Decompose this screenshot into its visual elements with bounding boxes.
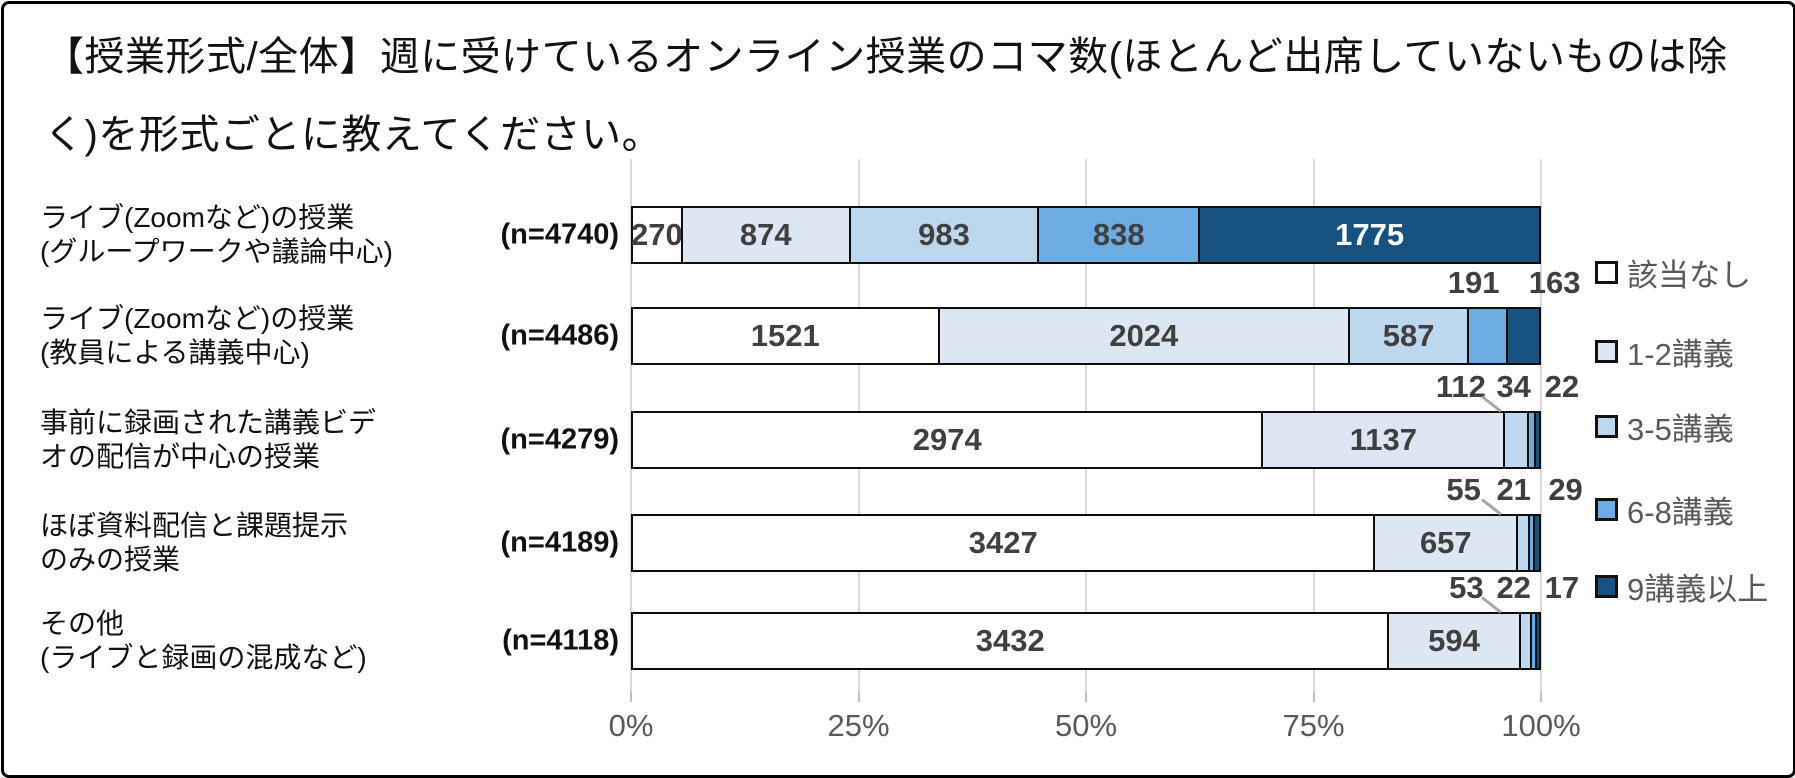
bar-segment-1-2講義: 2024 bbox=[937, 307, 1351, 365]
bar-segment-9講義以上: 1775 bbox=[1198, 206, 1541, 264]
category-label-line: ほぼ資料配信と課題提示 bbox=[40, 510, 349, 541]
above-value-label: 22 bbox=[1496, 570, 1531, 605]
chart-title: 【授業形式/全体】週に受けているオンライン授業のコマ数(ほとんど出席していないも… bbox=[44, 35, 1728, 157]
bar-segment-該当なし: 1521 bbox=[631, 307, 940, 365]
segment-value-label: 270 bbox=[631, 217, 683, 252]
above-value-label: 55 bbox=[1446, 472, 1481, 507]
legend-item: 3-5講義 bbox=[1595, 404, 1734, 449]
sample-size-label: (n=4118) bbox=[502, 624, 619, 657]
legend-item: 該当なし bbox=[1595, 250, 1751, 295]
gridline bbox=[1540, 159, 1542, 692]
sample-size-label: (n=4279) bbox=[500, 423, 619, 456]
segment-value-label: 2974 bbox=[912, 422, 982, 457]
segment-value-label: 838 bbox=[1092, 217, 1145, 252]
legend-item: 6-8講義 bbox=[1595, 487, 1734, 532]
legend-swatch bbox=[1595, 415, 1618, 438]
category-label-line: オの配信が中心の授業 bbox=[40, 441, 321, 472]
category-label: ライブ(Zoomなど)の授業 (教員による講義中心) bbox=[40, 302, 470, 370]
category-label-line: (グループワークや議論中心) bbox=[40, 236, 393, 267]
axis-tick bbox=[1540, 692, 1542, 702]
axis-tick bbox=[1085, 692, 1087, 702]
legend-label: 1-2講義 bbox=[1627, 337, 1734, 372]
bar-segment-1-2講義: 874 bbox=[680, 206, 851, 264]
bar-segment-1-2講義: 594 bbox=[1387, 612, 1521, 670]
above-value-label: 29 bbox=[1548, 472, 1583, 507]
axis-tick-label: 75% bbox=[1282, 708, 1345, 743]
segment-value-label: 657 bbox=[1419, 525, 1472, 560]
axis-tick-label: 100% bbox=[1501, 708, 1581, 743]
stacked-bar: 270 874 983 838 1775 bbox=[631, 206, 1541, 264]
above-value-label: 112 bbox=[1435, 369, 1486, 404]
segment-value-label: 1137 bbox=[1349, 422, 1417, 457]
legend-label: 9講義以上 bbox=[1627, 572, 1769, 607]
bar-segment-該当なし: 3427 bbox=[631, 514, 1376, 572]
category-label-line: その他 bbox=[40, 608, 125, 639]
axis-tick-label: 25% bbox=[827, 708, 890, 743]
bar-segment-9講義以上 bbox=[1534, 411, 1541, 469]
stacked-bar: 3427 657 bbox=[631, 514, 1541, 572]
plot-area: 0% 25% 50% 75% 100% ライブ(Zoomなど)の授業 (グループワークや議論… bbox=[4, 4, 1793, 775]
axis-tick-label: 0% bbox=[608, 708, 654, 743]
bar-segment-1-2講義: 1137 bbox=[1261, 411, 1506, 469]
bar-segment-6-8講義 bbox=[1467, 307, 1508, 365]
axis-tick-label: 50% bbox=[1054, 708, 1118, 743]
above-value-label: 53 bbox=[1449, 570, 1484, 605]
sample-size-label: (n=4740) bbox=[500, 218, 619, 251]
segment-value-label: 587 bbox=[1382, 318, 1435, 353]
bar-segment-3-5講義 bbox=[1503, 411, 1530, 469]
category-label-line: ライブ(Zoomなど)の授業 bbox=[40, 202, 355, 233]
above-value-label: 21 bbox=[1496, 472, 1531, 507]
above-value-label: 22 bbox=[1544, 369, 1580, 404]
segment-value-label: 3427 bbox=[968, 525, 1038, 560]
above-value-label: 163 bbox=[1528, 265, 1581, 300]
above-value-label: 191 bbox=[1447, 265, 1500, 300]
bar-segment-9講義以上 bbox=[1505, 307, 1541, 365]
legend-swatch bbox=[1595, 261, 1618, 284]
legend-swatch bbox=[1595, 498, 1618, 521]
category-label-line: ライブ(Zoomなど)の授業 bbox=[40, 303, 355, 334]
segment-value-label: 594 bbox=[1428, 623, 1480, 658]
legend-swatch bbox=[1595, 340, 1618, 363]
bar-segment-3-5講義: 587 bbox=[1348, 307, 1470, 365]
bar-segment-1-2講義: 657 bbox=[1373, 514, 1519, 572]
category-label: 事前に録画された講義ビデ オの配信が中心の授業 bbox=[40, 406, 470, 474]
bar-segment-9講義以上 bbox=[1535, 612, 1541, 670]
bar-segment-9講義以上 bbox=[1532, 514, 1541, 572]
legend-label: 6-8講義 bbox=[1627, 495, 1734, 530]
bar-segment-該当なし: 270 bbox=[631, 206, 683, 264]
above-value-label: 17 bbox=[1544, 570, 1580, 605]
category-label-line: のみの授業 bbox=[40, 544, 181, 575]
stacked-bar: 1521 2024 587 bbox=[631, 307, 1541, 365]
category-label: その他 (ライブと録画の混成など) bbox=[40, 607, 470, 675]
segment-value-label: 3432 bbox=[975, 623, 1045, 658]
legend-label: 該当なし bbox=[1627, 258, 1751, 293]
axis-tick bbox=[857, 692, 860, 702]
sample-size-label: (n=4189) bbox=[500, 526, 619, 559]
category-label: ライブ(Zoomなど)の授業 (グループワークや議論中心) bbox=[40, 201, 470, 269]
bar-segment-該当なし: 3432 bbox=[631, 612, 1390, 670]
segment-value-label: 1775 bbox=[1335, 217, 1405, 252]
legend-item: 9講義以上 bbox=[1595, 564, 1768, 609]
legend-swatch bbox=[1595, 575, 1618, 598]
segment-value-label: 1521 bbox=[750, 318, 820, 353]
bar-segment-該当なし: 2974 bbox=[631, 411, 1264, 469]
category-label-line: (ライブと録画の混成など) bbox=[40, 642, 367, 673]
segment-value-label: 874 bbox=[739, 217, 792, 252]
sample-size-label: (n=4486) bbox=[500, 319, 619, 352]
category-label-line: (教員による講義中心) bbox=[40, 337, 310, 368]
category-label-line: 事前に録画された講義ビデ bbox=[40, 407, 377, 438]
legend-item: 1-2講義 bbox=[1595, 329, 1734, 374]
category-label: ほぼ資料配信と課題提示 のみの授業 bbox=[40, 509, 470, 577]
legend-label: 3-5講義 bbox=[1627, 412, 1734, 447]
segment-value-label: 983 bbox=[918, 217, 970, 252]
above-value-label: 34 bbox=[1496, 369, 1531, 404]
bar-segment-6-8講義: 838 bbox=[1037, 206, 1201, 264]
segment-value-label: 2024 bbox=[1109, 318, 1179, 353]
stacked-bar: 2974 1137 bbox=[631, 411, 1541, 469]
stacked-bar: 3432 594 bbox=[631, 612, 1541, 670]
axis-tick bbox=[1312, 692, 1315, 702]
axis-tick bbox=[630, 692, 632, 702]
bar-segment-3-5講義: 983 bbox=[848, 206, 1040, 264]
